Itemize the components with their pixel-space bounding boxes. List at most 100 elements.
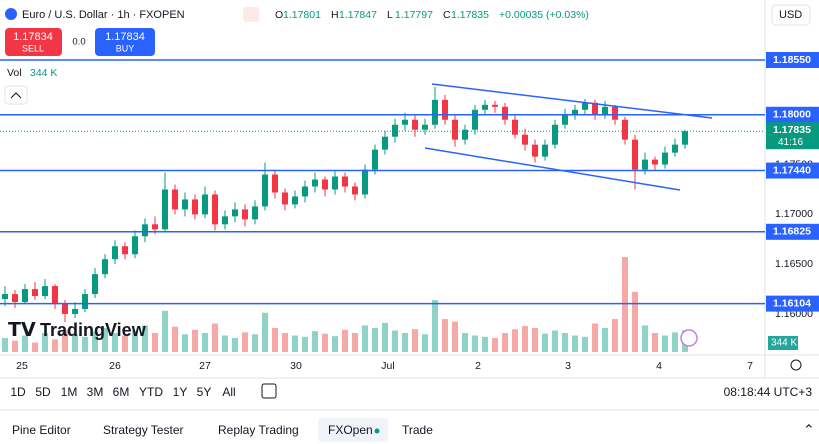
ohlc-label: H xyxy=(331,9,339,21)
price-tick-label: 1.16500 xyxy=(775,258,813,270)
period-button[interactable]: 1D xyxy=(10,385,26,399)
time-label: 30 xyxy=(290,360,302,372)
candle-body xyxy=(92,274,98,295)
lightning-icon[interactable] xyxy=(680,329,698,347)
volume-bar xyxy=(242,332,248,352)
ohlc-label: O xyxy=(275,9,283,21)
candle-body xyxy=(462,129,468,140)
ohlc-value: 1.17797 xyxy=(395,9,433,21)
volume-bar xyxy=(82,336,88,352)
candle-body xyxy=(212,194,218,225)
period-button[interactable]: All xyxy=(222,385,235,399)
volume-bar xyxy=(312,331,318,352)
volume-bar xyxy=(442,319,448,352)
candle-body xyxy=(612,106,618,120)
candle-body xyxy=(292,196,298,205)
candle-body xyxy=(312,179,318,187)
candle-body xyxy=(162,189,168,230)
buy-button[interactable] xyxy=(95,28,155,56)
active-tab-bg xyxy=(318,418,388,442)
candle-body xyxy=(62,304,68,314)
tabs-expand[interactable]: ⌃ xyxy=(803,422,815,438)
candle-body xyxy=(492,104,498,107)
candle-body xyxy=(52,286,58,305)
candle-body xyxy=(12,294,18,303)
level-label: 1.16825 xyxy=(773,226,811,238)
tab[interactable]: Replay Trading xyxy=(218,423,299,437)
clock: 08:18:44 UTC+3 xyxy=(724,385,813,399)
period-button[interactable]: YTD xyxy=(139,385,163,399)
volume-bar xyxy=(12,340,18,352)
settings-icon[interactable] xyxy=(790,359,802,371)
volume-bar xyxy=(92,331,98,352)
symbol-title: Euro / U.S. Dollar · 1h · FXOPEN xyxy=(22,9,185,21)
volume-bar xyxy=(172,326,178,352)
tab[interactable]: Strategy Tester xyxy=(103,423,183,437)
candle-body xyxy=(412,119,418,130)
volume-bar xyxy=(102,327,108,352)
volume-bar xyxy=(422,334,428,352)
candle-body xyxy=(622,119,628,140)
candle-body xyxy=(572,109,578,115)
candle-body xyxy=(592,102,598,115)
date-range-icon[interactable] xyxy=(261,383,277,399)
volume-bar xyxy=(542,333,548,352)
candle-body xyxy=(322,179,328,190)
candle-body xyxy=(632,139,638,170)
volume-bar xyxy=(132,330,138,352)
period-button[interactable]: 3M xyxy=(87,385,104,399)
collapse-button[interactable] xyxy=(4,85,28,105)
volume-bar xyxy=(632,291,638,352)
tab[interactable]: FXOpen xyxy=(328,423,373,437)
candle-body xyxy=(672,144,678,153)
buy-label: BUY xyxy=(116,43,135,53)
volume-bar xyxy=(212,323,218,352)
volume-bar xyxy=(622,257,628,352)
buy-price: 1.17834 xyxy=(105,31,145,43)
period-button[interactable]: 5D xyxy=(35,385,51,399)
alert-icon[interactable] xyxy=(243,7,259,22)
volume-bar xyxy=(492,338,498,352)
last-volume-box xyxy=(768,336,798,350)
period-button[interactable]: 5Y xyxy=(197,385,212,399)
candle-body xyxy=(362,169,368,195)
candle-body xyxy=(402,119,408,125)
candle-body xyxy=(142,224,148,237)
logo: TradingView xyxy=(40,320,147,340)
tab[interactable]: Trade xyxy=(402,423,433,437)
candle-body xyxy=(272,174,278,193)
time-label: 4 xyxy=(656,360,662,372)
volume-bar xyxy=(562,333,568,352)
candle-body xyxy=(232,209,238,217)
last-price: 1.17835 xyxy=(773,124,811,136)
candle-body xyxy=(522,134,528,145)
volume-bar xyxy=(502,333,508,352)
candle-body xyxy=(132,236,138,255)
candle-body xyxy=(432,99,438,125)
currency-button[interactable] xyxy=(771,4,811,26)
candle-body xyxy=(552,124,558,145)
volume-bar xyxy=(382,322,388,352)
level-box xyxy=(766,223,819,240)
tab[interactable]: Pine Editor xyxy=(12,423,71,437)
period-button[interactable]: 6M xyxy=(113,385,130,399)
volume-bar xyxy=(652,333,658,352)
volume-bar xyxy=(662,335,668,352)
symbol-icon xyxy=(5,8,17,20)
period-button[interactable]: 1Y xyxy=(173,385,188,399)
volume-bar xyxy=(402,333,408,352)
volume-value: 344 K xyxy=(30,67,57,79)
logo-mark: 𝗧𝗩 xyxy=(8,320,36,341)
volume-bar xyxy=(572,335,578,352)
period-button[interactable]: 1M xyxy=(61,385,78,399)
candle-body xyxy=(392,124,398,137)
volume-bar xyxy=(552,330,558,352)
volume-bar xyxy=(592,323,598,352)
level-label: 1.18550 xyxy=(773,54,811,66)
level-label: 1.16104 xyxy=(773,297,811,309)
sell-button[interactable] xyxy=(5,28,62,56)
volume-bar xyxy=(672,332,678,352)
currency: USD xyxy=(779,9,802,21)
volume-bar xyxy=(162,310,168,352)
volume-bar xyxy=(582,336,588,352)
